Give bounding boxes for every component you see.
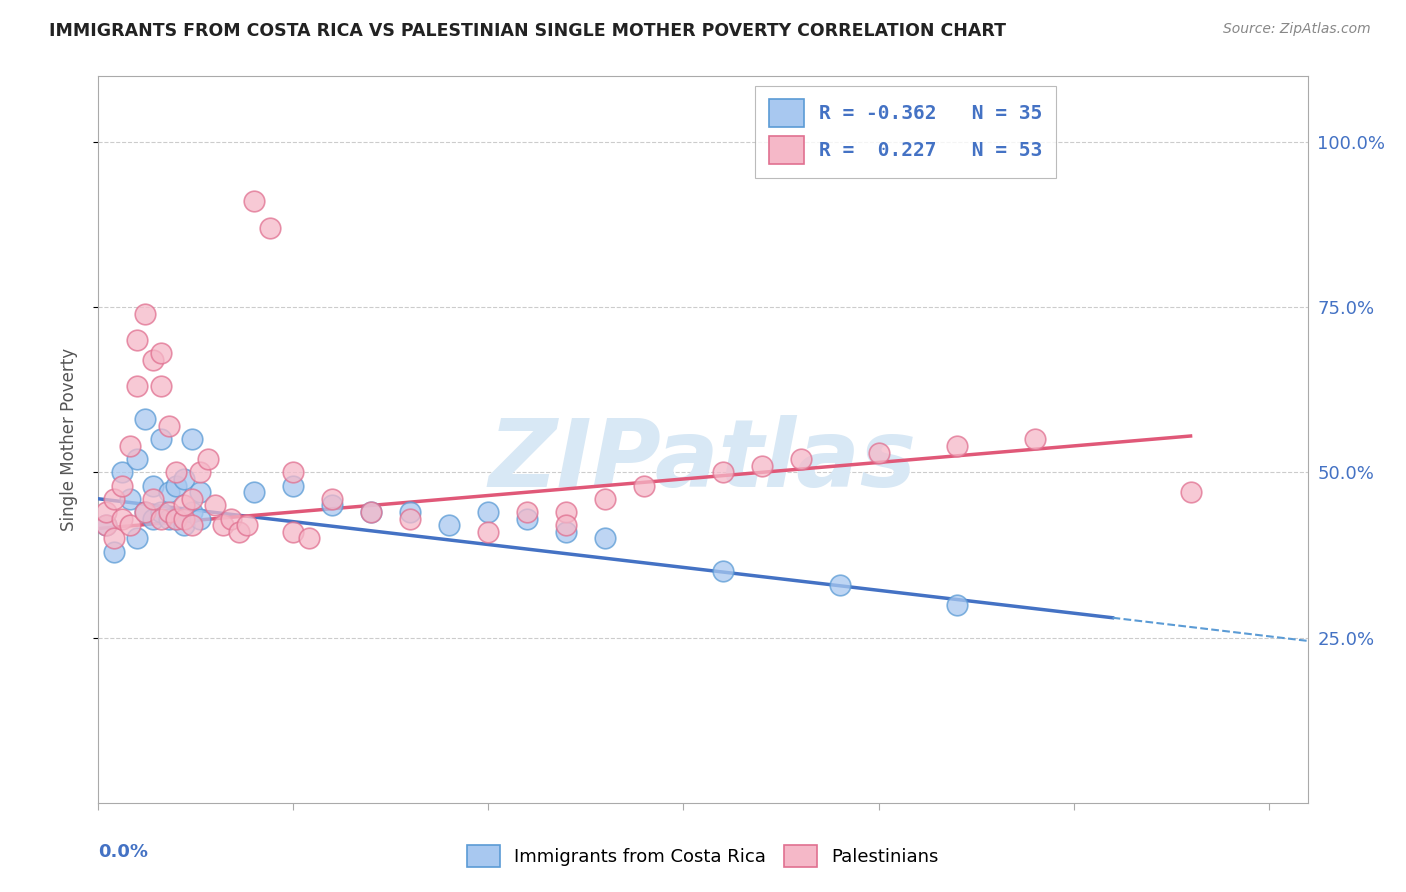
Point (173, 511, 195, 525)
Point (181, 505, 204, 519)
Point (188, 485, 211, 500)
Point (516, 511, 538, 525)
Point (127, 452, 149, 467)
Point (399, 511, 422, 525)
Point (165, 511, 187, 525)
Point (181, 432, 204, 446)
Point (399, 505, 422, 519)
Point (1180, 485, 1202, 500)
Point (165, 511, 187, 525)
Point (118, 439, 141, 453)
Point (243, 485, 266, 500)
Point (235, 518, 257, 533)
Text: 0.0%: 0.0% (98, 843, 149, 861)
Point (134, 505, 156, 519)
Text: IMMIGRANTS FROM COSTA RICA VS PALESTINIAN SINGLE MOTHER POVERTY CORRELATION CHAR: IMMIGRANTS FROM COSTA RICA VS PALESTINIA… (49, 22, 1007, 40)
Point (321, 491, 343, 506)
Point (945, 598, 967, 612)
Y-axis label: Single Mother Poverty: Single Mother Poverty (59, 348, 77, 531)
Point (188, 511, 211, 525)
Point (157, 511, 180, 525)
Point (197, 452, 219, 467)
Point (789, 452, 811, 467)
Point (149, 432, 172, 446)
Point (111, 478, 134, 492)
Text: Source: ZipAtlas.com: Source: ZipAtlas.com (1223, 22, 1371, 37)
Point (103, 544, 125, 558)
Point (111, 466, 134, 480)
Point (111, 511, 134, 525)
Point (360, 505, 382, 519)
Point (118, 491, 141, 506)
Point (157, 419, 180, 434)
Point (751, 458, 773, 473)
Point (243, 194, 266, 209)
Point (188, 466, 211, 480)
Point (181, 518, 204, 533)
Point (633, 478, 655, 492)
Point (134, 412, 156, 426)
Point (212, 518, 235, 533)
Point (181, 491, 204, 506)
Point (157, 505, 180, 519)
Point (165, 466, 187, 480)
Legend: Immigrants from Costa Rica, Palestinians: Immigrants from Costa Rica, Palestinians (460, 838, 946, 874)
Point (298, 532, 321, 546)
Point (595, 532, 617, 546)
Point (127, 333, 149, 347)
Point (283, 466, 305, 480)
Point (219, 511, 242, 525)
Point (134, 505, 156, 519)
Point (173, 472, 195, 486)
Point (96, 518, 118, 533)
Point (555, 524, 578, 539)
Point (103, 491, 125, 506)
Point (1024, 432, 1046, 446)
Point (321, 499, 343, 513)
Point (711, 466, 734, 480)
Point (828, 578, 851, 592)
Point (555, 505, 578, 519)
Point (945, 439, 967, 453)
Point (283, 524, 305, 539)
Point (165, 478, 187, 492)
Legend: R = -0.362   N = 35, R =  0.227   N = 53: R = -0.362 N = 35, R = 0.227 N = 53 (755, 86, 1056, 178)
Point (142, 478, 165, 492)
Point (127, 379, 149, 393)
Point (103, 532, 125, 546)
Text: ZIPatlas: ZIPatlas (489, 415, 917, 508)
Point (868, 445, 890, 459)
Point (204, 499, 226, 513)
Point (96, 505, 118, 519)
Point (157, 485, 180, 500)
Point (134, 307, 156, 321)
Point (149, 379, 172, 393)
Point (595, 491, 617, 506)
Point (118, 518, 141, 533)
Point (711, 565, 734, 579)
Point (127, 532, 149, 546)
Point (360, 505, 382, 519)
Point (173, 499, 195, 513)
Point (149, 511, 172, 525)
Point (259, 220, 281, 235)
Point (142, 353, 165, 368)
Point (477, 505, 499, 519)
Point (149, 346, 172, 360)
Point (142, 491, 165, 506)
Point (555, 518, 578, 533)
Point (228, 524, 250, 539)
Point (477, 524, 499, 539)
Point (142, 511, 165, 525)
Point (516, 505, 538, 519)
Point (283, 478, 305, 492)
Point (173, 518, 195, 533)
Point (439, 518, 461, 533)
Point (96, 518, 118, 533)
Point (149, 505, 172, 519)
